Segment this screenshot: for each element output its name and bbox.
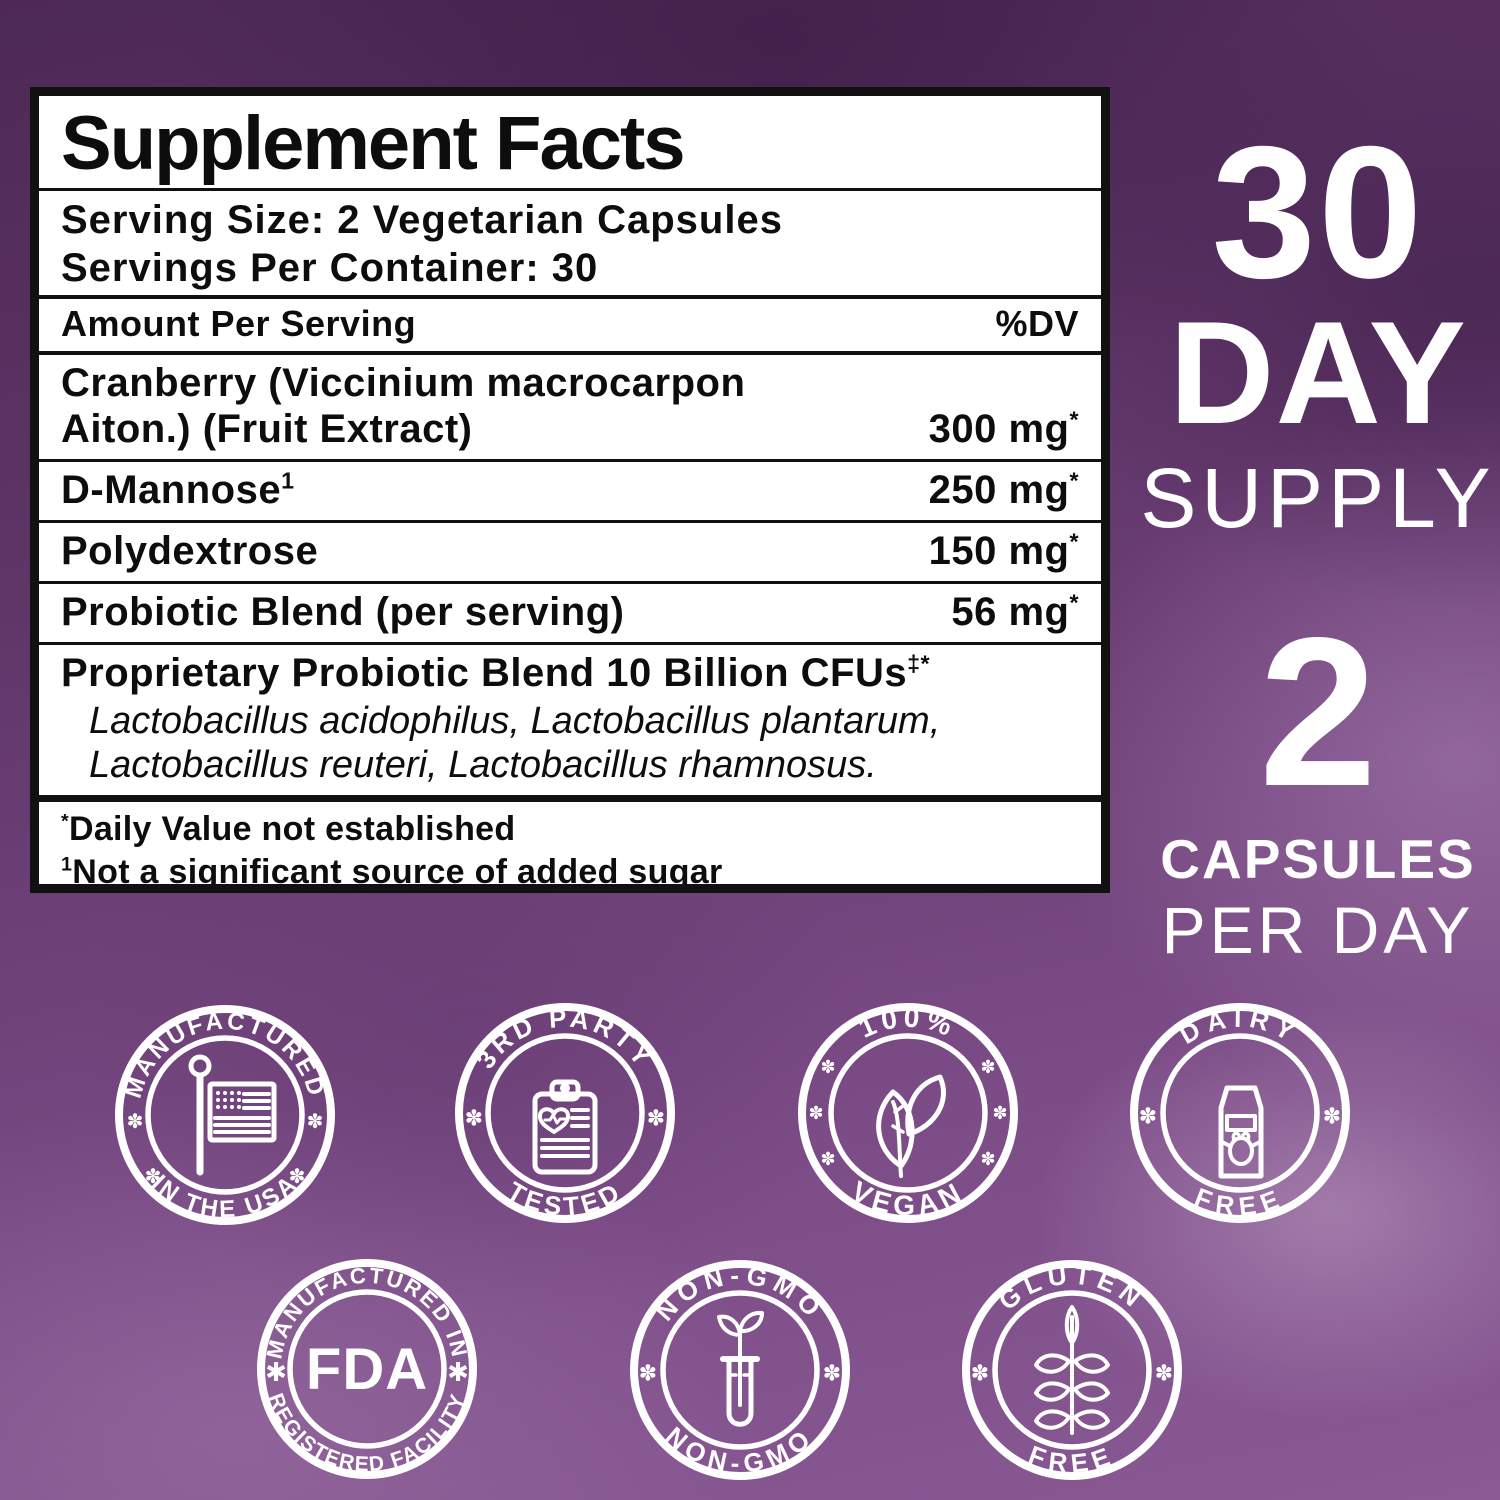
footnote-added-sugar: 1Not a significant source of added sugar xyxy=(61,852,723,891)
footnotes: *Daily Value not established 1Not a sign… xyxy=(39,802,1101,891)
dose-capsules-number: 2 xyxy=(1259,593,1377,830)
flower-icon: ✽ xyxy=(971,1361,989,1386)
badge-100-vegan: 100% VEGAN ✽ ✽ ✽ ✽ ✽ ✽ xyxy=(793,998,1023,1228)
table-row: Polydextrose 150 mg* xyxy=(39,520,1101,581)
asterisk-icon: ✱ xyxy=(265,1357,287,1387)
footnote-daily-value: *Daily Value not established xyxy=(61,810,516,849)
flower-icon: ✽ xyxy=(820,1057,835,1077)
blend-species: Lactobacillus acidophilus, Lactobacillus… xyxy=(89,700,941,787)
supply-callout: 30 DAY SUPPLY 2 CAPSULES PER DAY xyxy=(1136,118,1500,963)
ingredient-name: Polydextrose xyxy=(61,529,319,573)
flower-icon: ✽ xyxy=(820,1149,835,1169)
clipboard-check-icon xyxy=(532,1079,598,1175)
table-row: Cranberry (Viccinium macrocarpon Aiton.)… xyxy=(39,355,1101,459)
svg-text:DAIRY: DAIRY xyxy=(1174,1003,1306,1050)
amount-per-serving-label: Amount Per Serving xyxy=(61,303,417,344)
svg-text:TESTED: TESTED xyxy=(502,1176,627,1222)
flower-icon: ✽ xyxy=(639,1361,657,1386)
table-row: Probiotic Blend (per serving) 56 mg* xyxy=(39,581,1101,642)
column-header-row: Amount Per Serving %DV xyxy=(39,299,1101,355)
ingredient-amount: 250 mg* xyxy=(928,467,1079,512)
flower-icon: ✽ xyxy=(1139,1104,1157,1129)
flower-icon: ✽ xyxy=(1323,1104,1341,1129)
badge-gluten-free: GLUTEN FREE ✽ ✽ xyxy=(957,1255,1187,1485)
flower-icon: ✽ xyxy=(980,1057,995,1077)
supply-label: SUPPLY xyxy=(1140,451,1496,545)
flower-icon: ✽ xyxy=(127,1111,144,1133)
supply-days-number: 30 xyxy=(1211,107,1425,317)
servings-per-container: Servings Per Container: 30 xyxy=(61,246,599,290)
milk-carton-icon xyxy=(1218,1085,1264,1179)
flower-icon: ✽ xyxy=(647,1106,665,1131)
fda-text: FDA xyxy=(306,1337,428,1402)
dose-per-day-label: PER DAY xyxy=(1161,893,1475,967)
svg-text:REGISTERED FACILITY: REGISTERED FACILITY xyxy=(264,1390,470,1476)
flower-icon: ✽ xyxy=(465,1106,483,1131)
ingredient-name: Cranberry (Viccinium macrocarpon Aiton.)… xyxy=(61,361,746,451)
svg-text:VEGAN: VEGAN xyxy=(846,1175,969,1221)
flower-icon: ✽ xyxy=(823,1361,841,1386)
ingredient-amount: 300 mg* xyxy=(928,406,1079,451)
badge-fda-registered-facility: MANUFACTURED IN REGISTERED FACILITY ✱ ✱ … xyxy=(252,1254,482,1484)
badge-non-gmo: NON-GMO NON-GMO ✽ ✽ xyxy=(625,1255,855,1485)
dose-capsules-word: CAPSULES xyxy=(1160,828,1476,890)
supply-days-word: DAY xyxy=(1169,291,1467,454)
ingredient-amount: 56 mg* xyxy=(951,589,1079,634)
serving-info: Serving Size: 2 Vegetarian Capsules Serv… xyxy=(39,191,1101,299)
flower-icon: ✽ xyxy=(289,1166,306,1188)
badge-manufactured-usa: MANUFACTURED IN THE USA ✽ ✽ ✽ ✽ xyxy=(110,1000,340,1230)
asterisk-icon: ✱ xyxy=(447,1357,469,1387)
ingredient-name: Probiotic Blend (per serving) xyxy=(61,590,625,634)
blend-title: Proprietary Probiotic Blend 10 Billion C… xyxy=(61,650,931,695)
ingredient-name: D-Mannose1 xyxy=(61,467,295,512)
test-tube-sprout-icon xyxy=(717,1310,764,1427)
badge-3rd-party-tested: 3RD PARTY TESTED ✽ ✽ xyxy=(450,998,680,1228)
flower-icon: ✽ xyxy=(992,1103,1007,1123)
panel-title: Supplement Facts xyxy=(39,96,1101,191)
probiotic-blend-section: Proprietary Probiotic Blend 10 Billion C… xyxy=(39,642,1101,803)
flower-icon: ✽ xyxy=(1155,1361,1173,1386)
svg-text:NON-GMO: NON-GMO xyxy=(660,1421,820,1479)
flower-icon: ✽ xyxy=(145,1166,162,1188)
wheat-stalk-icon xyxy=(1034,1305,1110,1435)
leaves-icon xyxy=(876,1074,946,1178)
svg-text:IN THE USA: IN THE USA xyxy=(146,1169,303,1223)
badge-dairy-free: DAIRY FREE ✽ ✽ xyxy=(1125,998,1355,1228)
flower-icon: ✽ xyxy=(307,1111,324,1133)
us-flag-icon xyxy=(188,1054,277,1176)
ingredient-rows: Cranberry (Viccinium macrocarpon Aiton.)… xyxy=(39,355,1101,642)
ingredient-amount: 150 mg* xyxy=(928,528,1079,573)
flower-icon: ✽ xyxy=(980,1149,995,1169)
serving-size: Serving Size: 2 Vegetarian Capsules xyxy=(61,198,783,242)
flower-icon: ✽ xyxy=(808,1103,823,1123)
table-row: D-Mannose1 250 mg* xyxy=(39,459,1101,520)
supplement-facts-panel: Supplement Facts Serving Size: 2 Vegetar… xyxy=(30,87,1110,893)
dv-label: %DV xyxy=(995,303,1079,344)
